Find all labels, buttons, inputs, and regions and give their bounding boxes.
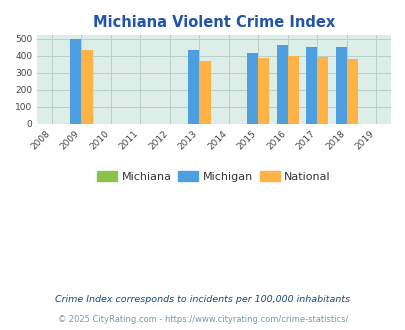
- Text: © 2025 CityRating.com - https://www.cityrating.com/crime-statistics/: © 2025 CityRating.com - https://www.city…: [58, 315, 347, 324]
- Bar: [247, 53, 258, 124]
- Bar: [335, 47, 346, 124]
- Text: Crime Index corresponds to incidents per 100,000 inhabitants: Crime Index corresponds to incidents per…: [55, 295, 350, 304]
- Bar: [81, 50, 92, 124]
- Bar: [287, 56, 298, 124]
- Bar: [305, 47, 316, 124]
- Bar: [70, 39, 81, 124]
- Bar: [188, 50, 199, 124]
- Legend: Michiana, Michigan, National: Michiana, Michigan, National: [93, 166, 335, 186]
- Bar: [346, 59, 357, 124]
- Bar: [258, 58, 269, 124]
- Bar: [276, 45, 287, 124]
- Bar: [316, 57, 328, 124]
- Title: Michiana Violent Crime Index: Michiana Violent Crime Index: [93, 15, 335, 30]
- Bar: [199, 61, 210, 124]
